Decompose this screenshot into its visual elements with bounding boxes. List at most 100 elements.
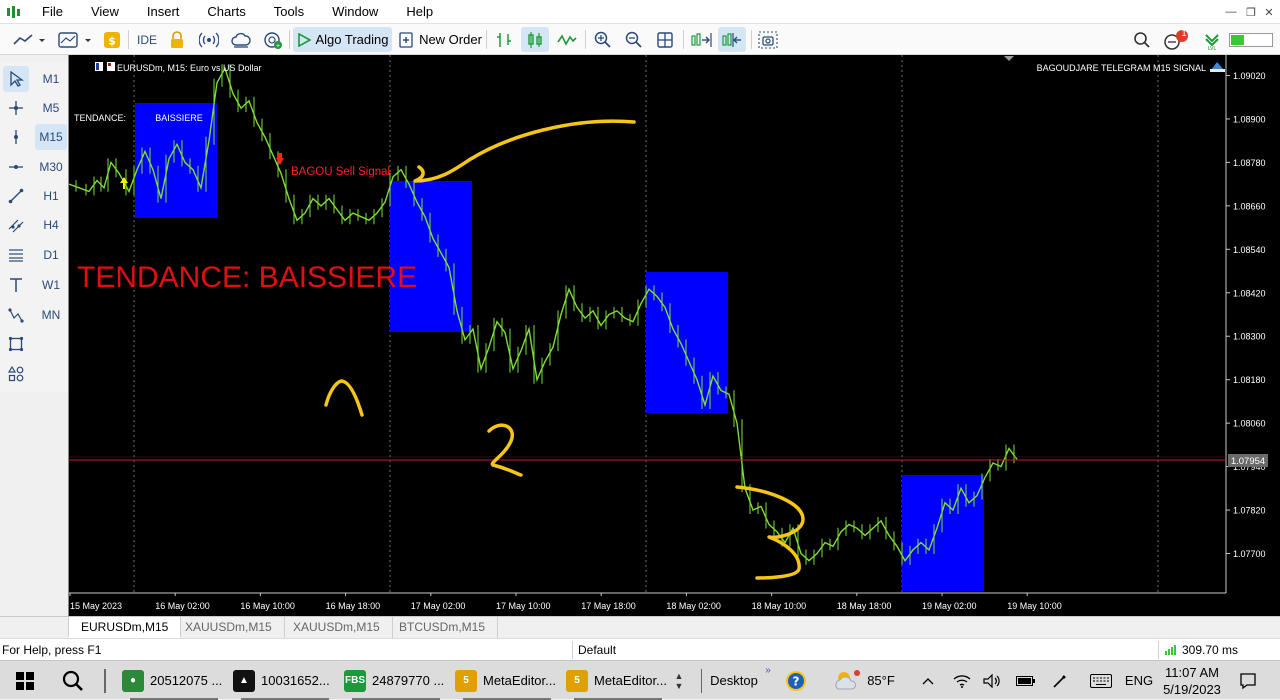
weather-icon[interactable] <box>830 661 864 700</box>
tab-xauusdm-m15-2[interactable]: XAUUSDm,M15 <box>281 617 393 638</box>
y-tick-label-8: 1.08060 <box>1233 419 1266 429</box>
cloud-icon[interactable] <box>229 27 253 52</box>
zoom-in-icon[interactable] <box>590 27 616 52</box>
ide-button[interactable]: IDE <box>133 27 161 52</box>
x-tick-label-5: 17 May 10:00 <box>496 601 551 611</box>
buy-arrow-icon <box>120 177 128 189</box>
wifi-icon[interactable] <box>952 661 972 700</box>
svg-text:LVL: LVL <box>1208 46 1217 50</box>
signal-broadcast-icon[interactable] <box>197 27 221 52</box>
account-level-icon[interactable]: LVL <box>1200 27 1224 52</box>
status-bar: For Help, press F1 Default 309.70 ms <box>0 638 1280 660</box>
volume-icon[interactable] <box>982 661 1002 700</box>
menu-view[interactable]: View <box>90 3 119 19</box>
chart-tabs: EURUSDm,M15 XAUUSDm,M15 XAUUSDm,M15 BTCU… <box>0 616 1280 638</box>
templates-dropdown[interactable] <box>54 27 96 52</box>
horizontal-line-icon[interactable] <box>3 154 29 180</box>
symbol-flag-icon <box>95 62 115 71</box>
taskbar-divider <box>100 661 110 700</box>
taskbar-app-5[interactable]: 5 MetaEditor... <box>566 665 670 700</box>
text-tool-icon[interactable] <box>3 272 29 298</box>
clock[interactable]: 11:07 AM 5/19/2023 <box>1160 661 1224 700</box>
tendance-label: TENDANCE: <box>74 113 126 123</box>
search-icon[interactable] <box>1130 27 1154 52</box>
fibonacci-icon[interactable] <box>3 242 29 268</box>
one-click-trading-toggle-icon[interactable] <box>1004 56 1014 61</box>
algo-trading-button[interactable]: Algo Trading <box>293 27 392 52</box>
search-taskbar-icon[interactable] <box>56 661 90 700</box>
toolbar-expand-icon[interactable]: » <box>765 665 771 676</box>
close-icon[interactable]: ✕ <box>1264 6 1274 19</box>
menu-file[interactable]: File <box>42 3 63 19</box>
taskbar-app-4[interactable]: 5 MetaEditor... <box>455 665 559 700</box>
rectangle-icon[interactable] <box>3 331 29 357</box>
menu-help[interactable]: Help <box>406 3 434 19</box>
tile-windows-icon[interactable] <box>652 27 678 52</box>
timeframe-w1[interactable]: W1 <box>42 278 60 292</box>
keyboard-icon[interactable] <box>1088 661 1114 700</box>
shapes-path-icon[interactable] <box>3 302 29 328</box>
zoom-out-icon[interactable] <box>621 27 647 52</box>
expert-hat-icon <box>1210 62 1225 72</box>
chart-type-dropdown[interactable] <box>8 27 50 52</box>
menu-bar: File View Insert Charts Tools Window Hel… <box>0 0 1280 24</box>
price-chart[interactable]: 1.09020 1.08900 1.08780 1.08660 1.08540 1.084… <box>68 55 1280 616</box>
minimize-icon[interactable]: — <box>1225 6 1237 18</box>
tray-expand-icon[interactable] <box>918 661 938 700</box>
hand-annotations <box>324 119 805 580</box>
lock-icon[interactable] <box>165 27 189 52</box>
trend-big-label: TENDANCE: BAISSIERE <box>77 261 417 294</box>
timeframe-m30[interactable]: M30 <box>39 160 63 174</box>
auto-scroll-icon[interactable] <box>687 27 715 52</box>
vertical-line-icon[interactable] <box>3 124 29 150</box>
timeframe-m5[interactable]: M5 <box>42 101 60 115</box>
crosshair-icon[interactable] <box>3 95 29 121</box>
desktop-toolbar[interactable]: Desktop <box>710 673 758 688</box>
price-line <box>69 66 1018 562</box>
pen-icon[interactable] <box>1048 661 1072 700</box>
taskbar-app-3[interactable]: FBS 24879770 ... <box>344 665 448 700</box>
chart-shift-icon[interactable] <box>718 27 746 52</box>
timeframe-d1[interactable]: D1 <box>43 248 59 262</box>
svg-text:?: ? <box>793 674 800 688</box>
notifications-icon[interactable]: 1 <box>1160 27 1190 52</box>
battery-icon[interactable] <box>1014 661 1038 700</box>
timeframe-m15[interactable]: M15 <box>35 124 67 150</box>
screenshot-icon[interactable] <box>755 27 781 52</box>
taskbar-app-2[interactable]: ▲ 10031652... <box>233 665 337 700</box>
x-tick-label-10: 19 May 02:00 <box>922 601 977 611</box>
tab-xauusdm-m15-1[interactable]: XAUUSDm,M15 <box>173 617 285 638</box>
action-center-icon[interactable] <box>1236 661 1260 700</box>
tab-eurusdm-m15[interactable]: EURUSDm,M15 <box>68 617 182 638</box>
menu-tools[interactable]: Tools <box>273 3 305 19</box>
timeframe-mn[interactable]: MN <box>41 308 61 322</box>
line-chart-icon[interactable] <box>553 27 581 52</box>
timeframe-m1[interactable]: M1 <box>42 72 60 86</box>
channel-icon[interactable] <box>3 212 29 238</box>
menu-charts[interactable]: Charts <box>207 3 246 19</box>
chart-canvas[interactable]: 1.09020 1.08900 1.08780 1.08660 1.08540 1.084… <box>69 55 1280 616</box>
restore-icon[interactable]: ❐ <box>1246 6 1256 19</box>
windows-start-icon[interactable] <box>8 661 42 700</box>
vps-icon[interactable]: + <box>261 27 285 52</box>
menu-insert[interactable]: Insert <box>146 3 180 19</box>
cursor-arrow-icon[interactable] <box>3 66 29 92</box>
x-tick-label-1: 16 May 02:00 <box>155 601 210 611</box>
taskbar-app-1[interactable]: ● 20512075 ... <box>122 665 226 700</box>
y-tick-label-0: 1.09020 <box>1233 71 1266 81</box>
language-indicator[interactable]: ENG <box>1124 673 1154 688</box>
trendline-icon[interactable] <box>3 183 29 209</box>
bar-chart-icon[interactable] <box>491 27 517 52</box>
y-tick-label-7: 1.08180 <box>1233 375 1266 385</box>
signal-name: BAGOUDJARE TELEGRAM M15 SIGNAL <box>1037 63 1206 73</box>
timeframe-h4[interactable]: H4 <box>43 218 59 232</box>
menu-window[interactable]: Window <box>332 3 379 19</box>
objects-icon[interactable] <box>3 361 29 387</box>
market-icon[interactable]: $ <box>100 27 124 52</box>
candlestick-icon[interactable] <box>521 27 549 52</box>
tab-btcusdm-m15[interactable]: BTCUSDm,M15 <box>387 617 499 638</box>
help-icon[interactable]: ? <box>782 661 810 700</box>
timeframe-h1[interactable]: H1 <box>43 189 59 203</box>
new-order-button[interactable]: New Order <box>398 27 482 52</box>
taskbar-scroll-icon[interactable]: ▲ ▼ <box>674 670 684 691</box>
